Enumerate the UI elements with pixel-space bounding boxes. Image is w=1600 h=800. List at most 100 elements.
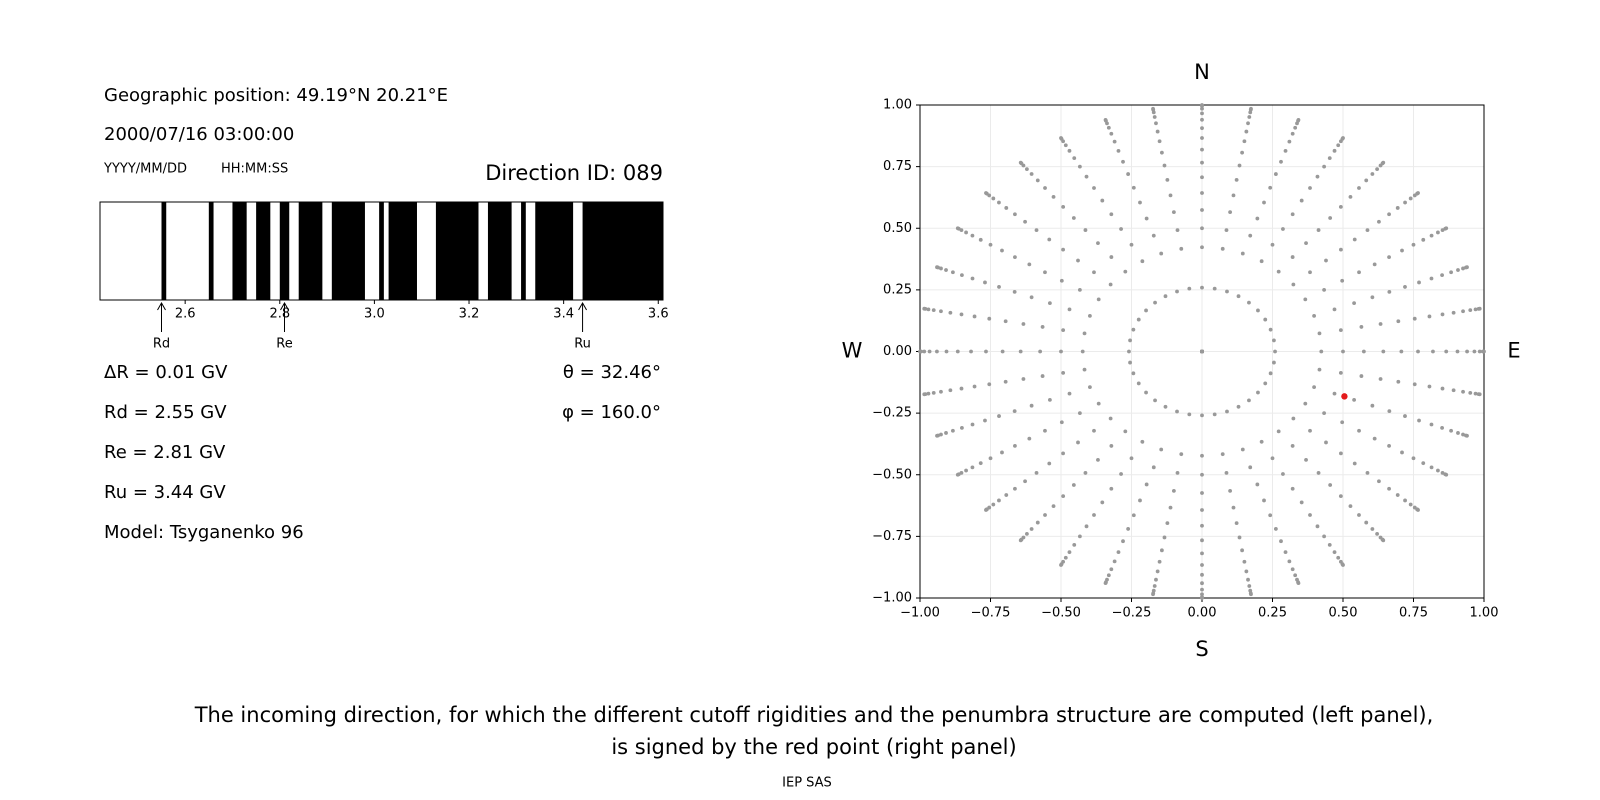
direction-point (1324, 440, 1328, 445)
direction-point (1316, 228, 1321, 232)
direction-point (1096, 297, 1101, 302)
direction-point (1144, 482, 1149, 487)
direction-point (1291, 416, 1296, 421)
direction-point (1315, 524, 1320, 529)
direction-point (1200, 285, 1204, 290)
direction-point (1290, 255, 1295, 259)
direction-point (1035, 178, 1040, 183)
direction-point (1299, 198, 1304, 203)
direction-point (1403, 200, 1407, 205)
direction-point (951, 428, 955, 433)
direction-point (1322, 164, 1327, 169)
direction-point (1456, 268, 1460, 272)
direction-point (1242, 559, 1247, 564)
direction-point (1018, 160, 1023, 165)
footer: IEP SAS (782, 776, 832, 791)
direction-point (1287, 559, 1292, 564)
forbidden-band (388, 202, 417, 300)
direction-point (1109, 212, 1114, 217)
direction-point (1228, 488, 1233, 493)
direction-point (1482, 349, 1486, 354)
direction-point (1038, 349, 1043, 354)
direction-point (1240, 548, 1245, 553)
direction-point (1461, 389, 1465, 394)
direction-point (1126, 172, 1131, 176)
direction-point (1412, 316, 1417, 321)
direction-point (1408, 502, 1413, 507)
direction-point (1077, 164, 1082, 169)
direction-point (1012, 409, 1017, 414)
x-tick-label: 3.0 (364, 307, 385, 322)
direction-point (1308, 513, 1312, 517)
direction-point (1461, 266, 1465, 271)
direction-point (1162, 163, 1167, 168)
direction-point (1103, 581, 1108, 586)
direction-point (944, 431, 948, 435)
direction-point (1387, 486, 1391, 491)
direction-point (1059, 278, 1064, 283)
direction-point (1315, 174, 1320, 179)
direction-point (1151, 233, 1156, 238)
direction-point (1200, 538, 1204, 543)
direction-point (1237, 163, 1242, 168)
direction-point (1123, 429, 1128, 434)
direction-point (1477, 392, 1482, 397)
direction-point (1175, 228, 1180, 233)
direction-point (1357, 186, 1361, 190)
direction-point (1322, 411, 1327, 416)
direction-point (1377, 219, 1381, 224)
direction-point (1152, 584, 1157, 588)
direction-point (1051, 194, 1056, 199)
direction-point (1021, 322, 1026, 326)
direction-point (1024, 167, 1029, 171)
direction-point (991, 196, 996, 201)
direction-point (1119, 472, 1123, 476)
direction-point (1179, 452, 1184, 457)
direction-point (997, 498, 1001, 503)
direction-point (1138, 200, 1142, 205)
x-tick-label: 0.50 (1329, 606, 1358, 621)
direction-point (1359, 325, 1364, 329)
direction-point (970, 233, 975, 238)
direction-point (1244, 569, 1249, 574)
direction-point (1403, 498, 1407, 503)
direction-point (1061, 451, 1065, 456)
direction-point (1123, 269, 1128, 274)
direction-point (1136, 317, 1141, 322)
direction-point (1200, 136, 1204, 140)
x-tick-label: 0.25 (1258, 606, 1287, 621)
direction-point (1072, 543, 1077, 547)
direction-point (960, 425, 964, 430)
direction-point (1255, 216, 1260, 221)
direction-point (1200, 111, 1204, 116)
direction-point (1200, 226, 1204, 231)
direction-point (1477, 306, 1482, 311)
direction-point (1024, 532, 1029, 536)
direction-point (1067, 550, 1072, 555)
direction-point (1043, 186, 1047, 190)
direction-point (1171, 210, 1176, 215)
direction-point (1236, 294, 1241, 299)
direction-point (978, 461, 983, 466)
direction-point (1332, 148, 1337, 153)
direction-point (1109, 567, 1114, 572)
direction-point (1317, 367, 1322, 372)
direction-point (1121, 539, 1125, 544)
direction-point (1151, 465, 1156, 470)
direction-point (972, 314, 977, 319)
direction-point (1377, 479, 1381, 484)
direction-point (1096, 241, 1100, 246)
direction-point (997, 285, 1001, 289)
direction-point (1018, 349, 1023, 354)
direction-point (1004, 493, 1009, 497)
direction-point (955, 349, 960, 354)
direction-point (1023, 479, 1027, 484)
direction-point (1047, 237, 1052, 242)
direction-point (1473, 391, 1478, 396)
direction-point (1187, 286, 1192, 291)
direction-point (1231, 193, 1236, 198)
forbidden-band (298, 202, 323, 300)
direction-point (1465, 265, 1469, 270)
direction-point (1429, 276, 1434, 281)
